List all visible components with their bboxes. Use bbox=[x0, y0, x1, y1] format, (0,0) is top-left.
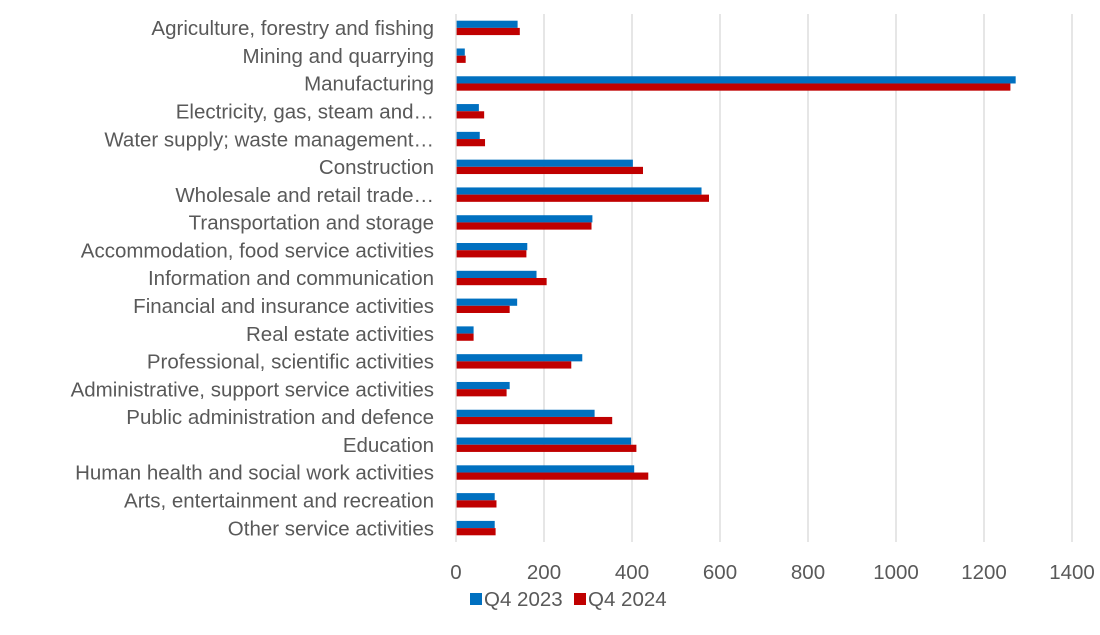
bar-q4-2023 bbox=[456, 131, 480, 140]
bar-q4-2024 bbox=[456, 111, 485, 119]
legend: Q4 2023 Q4 2024 bbox=[470, 588, 667, 611]
bar-q4-2024 bbox=[456, 528, 496, 536]
category-label: Public administration and defence bbox=[126, 406, 434, 429]
category-label: Manufacturing bbox=[304, 73, 434, 96]
legend-label: Q4 2024 bbox=[588, 588, 667, 611]
bar-q4-2023 bbox=[456, 437, 632, 445]
x-tick-label: 800 bbox=[791, 561, 825, 584]
bar-q4-2023 bbox=[456, 104, 479, 112]
x-tick-label: 1000 bbox=[873, 561, 919, 584]
category-label: Real estate activities bbox=[246, 323, 434, 346]
bar-q4-2024 bbox=[456, 166, 643, 175]
category-label: Other service activities bbox=[228, 517, 434, 540]
bar-q4-2024 bbox=[456, 444, 637, 452]
tick-labels: 0 200 400 600 800 1000 1200 1400 bbox=[450, 561, 1095, 584]
category-label: Transportation and storage bbox=[189, 212, 434, 235]
x-tick-label: 0 bbox=[450, 561, 461, 584]
bar-q4-2024 bbox=[456, 333, 474, 341]
x-tick-label: 1400 bbox=[1049, 561, 1095, 584]
bar-q4-2023 bbox=[456, 298, 518, 306]
category-label: Human health and social work activities bbox=[75, 462, 434, 485]
bar-q4-2024 bbox=[456, 389, 507, 397]
bar-q4-2024 bbox=[456, 500, 497, 508]
category-label: Agriculture, forestry and fishing bbox=[151, 17, 434, 40]
category-label: Accommodation, food service activities bbox=[81, 239, 434, 262]
legend-swatch bbox=[574, 593, 586, 605]
bar-q4-2024 bbox=[456, 27, 520, 36]
bar-q4-2023 bbox=[456, 215, 593, 223]
bar-q4-2023 bbox=[456, 326, 474, 334]
bar-q4-2023 bbox=[456, 381, 510, 390]
category-label: Education bbox=[343, 434, 434, 457]
category-label: Arts, entertainment and recreation bbox=[124, 490, 434, 513]
bars bbox=[456, 20, 1016, 536]
bar-q4-2023 bbox=[456, 76, 1016, 84]
bar-q4-2023 bbox=[456, 270, 537, 278]
x-tick-label: 1200 bbox=[961, 561, 1007, 584]
category-label: Construction bbox=[319, 156, 434, 179]
x-tick-label: 400 bbox=[615, 561, 649, 584]
bar-q4-2024 bbox=[456, 250, 527, 258]
gridlines bbox=[543, 14, 1073, 542]
x-tick-label: 200 bbox=[527, 561, 561, 584]
bar-q4-2024 bbox=[456, 278, 547, 286]
bar-q4-2023 bbox=[456, 243, 528, 251]
x-tick-label: 600 bbox=[703, 561, 737, 584]
bar-q4-2023 bbox=[456, 20, 518, 28]
category-label: Wholesale and retail trade… bbox=[175, 184, 434, 207]
bar-q4-2023 bbox=[456, 520, 495, 529]
category-label: Information and communication bbox=[148, 267, 434, 290]
bar-q4-2024 bbox=[456, 139, 486, 147]
bar-q4-2024 bbox=[456, 305, 510, 313]
category-label: Administrative, support service activiti… bbox=[71, 378, 434, 401]
bar-q4-2024 bbox=[456, 361, 572, 369]
category-label: Financial and insurance activities bbox=[133, 295, 434, 318]
bar-q4-2024 bbox=[456, 416, 613, 425]
bar-q4-2024 bbox=[456, 222, 592, 230]
bar-q4-2023 bbox=[456, 187, 702, 195]
category-label: Professional, scientific activities bbox=[147, 351, 434, 374]
category-label: Electricity, gas, steam and… bbox=[176, 100, 434, 123]
bar-q4-2023 bbox=[456, 465, 635, 473]
bar-q4-2023 bbox=[456, 354, 583, 362]
bar-q4-2024 bbox=[456, 472, 649, 480]
bar-q4-2024 bbox=[456, 194, 709, 202]
bar-q4-2023 bbox=[456, 409, 595, 417]
bar-q4-2024 bbox=[456, 83, 1011, 91]
category-labels: Agriculture, forestry and fishing Mining … bbox=[71, 17, 434, 540]
category-label: Water supply; waste management… bbox=[104, 128, 434, 151]
bar-q4-2023 bbox=[456, 159, 633, 167]
legend-swatch bbox=[470, 593, 482, 605]
legend-label: Q4 2023 bbox=[484, 588, 563, 611]
bar-q4-2024 bbox=[456, 55, 466, 63]
bar-q4-2023 bbox=[456, 48, 465, 56]
category-label: Mining and quarrying bbox=[243, 45, 434, 68]
bar-q4-2023 bbox=[456, 493, 495, 501]
